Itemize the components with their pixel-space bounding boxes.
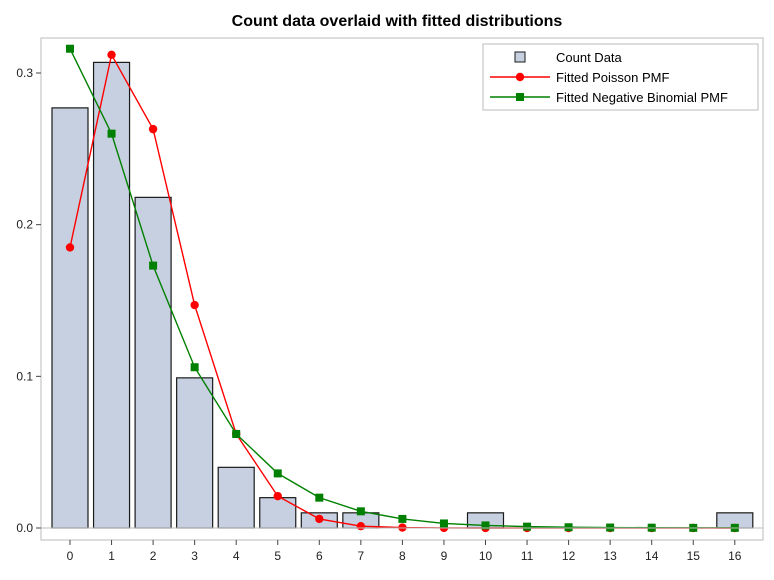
poisson-point-0 [65, 243, 75, 252]
negbin-point-10 [481, 521, 490, 530]
legend-marker-negbin [516, 93, 524, 101]
x-tick-label: 9 [441, 549, 448, 563]
legend-marker-poisson [515, 72, 525, 82]
poisson-point-5 [273, 491, 282, 501]
x-tick-label: 10 [479, 549, 493, 563]
negbin-point-0 [66, 44, 74, 53]
poisson-point-7 [356, 521, 366, 531]
x-tick-label: 0 [67, 549, 74, 563]
negbin-point-11 [523, 522, 532, 531]
negbin-point-12 [564, 523, 573, 532]
x-tick-label: 6 [316, 549, 323, 563]
bar-2 [134, 196, 172, 529]
x-tick-label: 15 [687, 549, 701, 563]
legend-swatch-count-data [514, 51, 526, 63]
negbin-point-5 [273, 469, 282, 478]
x-tick-label: 1 [108, 549, 115, 563]
y-tick-label: 0.3 [16, 66, 33, 80]
x-tick-label: 11 [521, 549, 534, 563]
poisson-point-3 [190, 300, 199, 310]
legend-label-negbin: Fitted Negative Binomial PMF [556, 90, 728, 105]
bars-layer [51, 61, 754, 529]
negbin-point-3 [190, 363, 199, 372]
negbin-point-9 [439, 519, 448, 528]
x-tick-label: 3 [191, 549, 198, 563]
bar-3 [176, 377, 214, 529]
poisson-point-6 [315, 514, 324, 524]
negbin-point-7 [356, 507, 365, 516]
x-tick-label: 16 [728, 549, 742, 563]
x-tick-label: 8 [399, 549, 406, 563]
legend-label-poisson: Fitted Poisson PMF [556, 70, 669, 85]
x-tick-label: 4 [233, 549, 240, 563]
x-tick-label: 14 [645, 549, 659, 563]
y-tick-label: 0.2 [16, 218, 33, 232]
poisson-point-1 [107, 50, 116, 59]
axes-layer: 0.00.10.20.30 1 2 3 4 5 6 7 8 9 10 11 12 13 14 15 16 [16, 66, 763, 563]
x-tick-label: 2 [150, 549, 157, 563]
x-tick-label: 5 [274, 549, 281, 563]
x-tick-label: 13 [603, 549, 617, 563]
negbin-point-8 [398, 514, 407, 523]
bar-5 [259, 497, 297, 529]
y-tick-label: 0.0 [16, 521, 33, 535]
negbin-point-6 [315, 493, 324, 502]
poisson-point-2 [148, 124, 158, 134]
bar-0 [51, 107, 89, 529]
y-tick-label: 0.1 [16, 369, 33, 383]
legend: Count Data Fitted Poisson PMF Fitted Negat… [482, 43, 759, 111]
negbin-point-4 [232, 429, 241, 438]
x-tick-label: 12 [562, 549, 576, 563]
bar-4 [217, 466, 255, 529]
x-tick-label: 7 [358, 549, 365, 563]
negbin-point-1 [107, 129, 116, 138]
negbin-point-2 [149, 261, 158, 270]
chart-title: Count data overlaid with fitted distribu… [232, 13, 563, 30]
legend-label-count-data: Count Data [556, 50, 623, 65]
